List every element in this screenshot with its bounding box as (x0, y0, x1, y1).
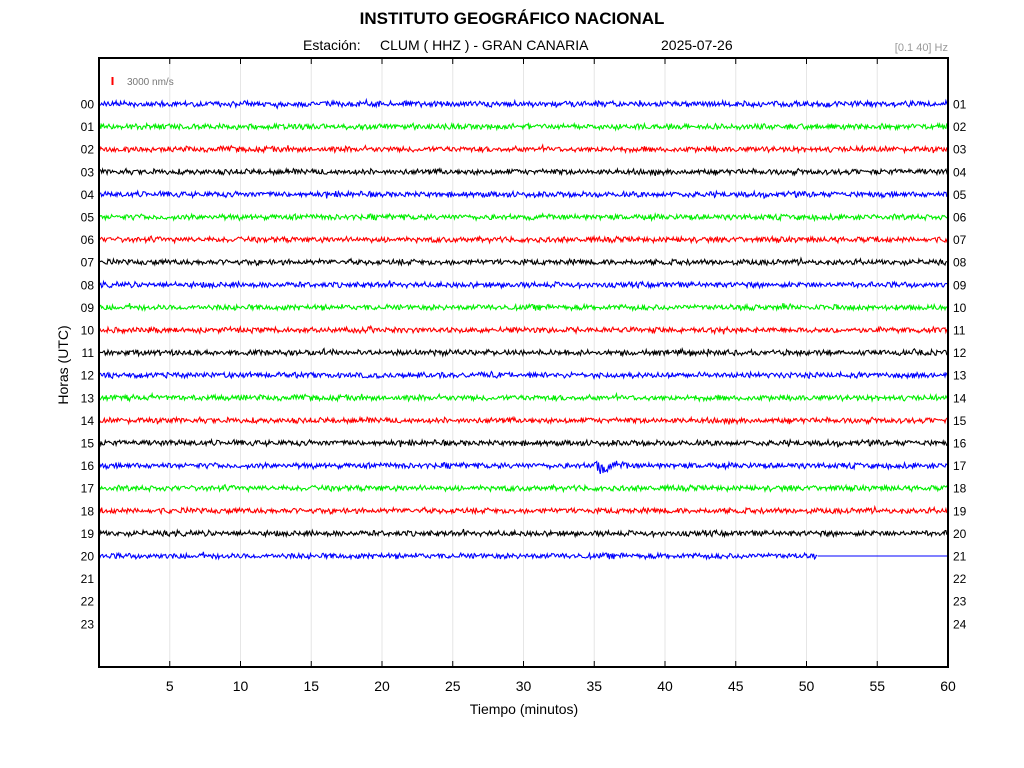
y-tick-label-right: 03 (953, 143, 967, 157)
y-tick-label-left: 01 (81, 120, 95, 134)
y-tick-label-left: 23 (81, 617, 95, 631)
amplitude-scale: 3000 nm/s (111, 77, 174, 88)
x-tick-label: 30 (516, 678, 532, 694)
y-tick-label-left: 05 (81, 211, 95, 225)
y-tick-label-right: 08 (953, 256, 967, 270)
x-tick-label: 35 (586, 678, 602, 694)
y-axis-label: Horas (UTC) (55, 325, 71, 404)
y-tick-label-left: 15 (81, 437, 95, 451)
y-tick-label-right: 22 (953, 572, 967, 586)
y-tick-label-right: 05 (953, 188, 967, 202)
y-tick-label-left: 02 (81, 143, 95, 157)
trace-19 (98, 528, 948, 539)
y-tick-label-left: 08 (81, 278, 95, 292)
y-tick-label-left: 06 (81, 233, 95, 247)
trace-20 (98, 551, 818, 561)
y-tick-label-left: 11 (82, 346, 95, 360)
y-tick-label-left: 03 (81, 165, 95, 179)
x-tick-label: 45 (728, 678, 744, 694)
scale-marker (111, 77, 114, 85)
y-tick-label-left: 18 (81, 504, 95, 518)
trace-07 (98, 256, 949, 267)
y-tick-label-right: 15 (953, 414, 967, 428)
y-tick-label-left: 17 (81, 482, 95, 496)
y-tick-label-left: 04 (81, 188, 95, 202)
station-name: CLUM ( HHZ ) - GRAN CANARIA (380, 37, 589, 53)
trace-14 (98, 415, 949, 426)
trace-18 (98, 504, 948, 516)
trace-05 (98, 211, 949, 223)
x-tick-label: 25 (445, 678, 461, 694)
y-tick-label-left: 14 (81, 414, 95, 428)
grid (169, 58, 878, 667)
x-axis-label: Tiempo (minutos) (470, 701, 578, 717)
y-tick-label-left: 13 (81, 391, 95, 405)
trace-09 (98, 302, 949, 313)
trace-11 (98, 346, 948, 358)
trace-17 (98, 483, 949, 494)
trace-00 (98, 97, 949, 110)
station-label: Estación: (303, 37, 361, 53)
y-tick-label-right: 17 (953, 459, 967, 473)
x-tick-label: 40 (657, 678, 673, 694)
y-tick-label-right: 11 (953, 324, 966, 338)
y-tick-label-left: 07 (81, 256, 95, 270)
y-tick-label-left: 20 (81, 550, 95, 564)
y-tick-label-right: 09 (953, 278, 967, 292)
y-tick-label-right: 04 (953, 165, 967, 179)
y-tick-label-right: 14 (953, 391, 967, 405)
y-tick-label-right: 13 (953, 369, 967, 383)
x-tick-label: 50 (799, 678, 815, 694)
y-tick-label-left: 19 (81, 527, 95, 541)
trace-13 (98, 391, 949, 403)
y-tick-label-left: 12 (81, 369, 95, 383)
x-tick-label: 5 (166, 678, 174, 694)
trace-01 (98, 121, 949, 132)
y-tick-label-left: 22 (81, 595, 95, 609)
y-tick-label-right: 16 (953, 437, 967, 451)
y-tick-label-right: 10 (953, 301, 967, 315)
trace-16 (98, 460, 949, 475)
y-tick-label-left: 16 (81, 459, 95, 473)
y-tick-label-right: 01 (953, 98, 967, 112)
y-tick-label-right: 02 (953, 120, 967, 134)
scale-label: 3000 nm/s (127, 77, 174, 88)
x-tick-label: 55 (869, 678, 885, 694)
filter-band: [0.1 40] Hz (894, 42, 948, 54)
trace-15 (98, 437, 948, 448)
y-tick-label-right: 18 (953, 482, 967, 496)
page-title: INSTITUTO GEOGRÁFICO NACIONAL (359, 9, 665, 28)
trace-10 (98, 324, 949, 336)
y-tick-label-right: 20 (953, 527, 967, 541)
y-tick-label-left: 09 (81, 301, 95, 315)
trace-06 (98, 234, 949, 245)
x-axis: 5 10 15 20 25 30 35 40 45 50 55 60 (166, 58, 956, 694)
y-tick-label-right: 19 (953, 504, 967, 518)
y-tick-label-right: 12 (953, 346, 967, 360)
y-tick-label-right: 21 (953, 550, 967, 564)
x-tick-label: 15 (303, 678, 319, 694)
trace-04 (98, 189, 948, 200)
trace-03 (98, 167, 949, 177)
seismic-traces (98, 97, 949, 561)
trace-08 (98, 279, 949, 290)
y-axis: 00 01 01 02 02 03 03 04 04 05 05 06 06 07 07 08 08 09 09 10… (81, 98, 967, 632)
x-tick-label: 10 (233, 678, 249, 694)
x-tick-label: 60 (940, 678, 956, 694)
trace-12 (98, 370, 949, 380)
trace-02 (98, 143, 949, 155)
y-tick-label-right: 06 (953, 211, 967, 225)
y-tick-label-right: 07 (953, 233, 967, 247)
y-tick-label-left: 00 (81, 98, 95, 112)
record-date: 2025-07-26 (661, 37, 733, 53)
y-tick-label-left: 21 (81, 572, 95, 586)
y-tick-label-left: 10 (81, 324, 95, 338)
x-tick-label: 20 (374, 678, 390, 694)
y-tick-label-right: 24 (953, 617, 967, 631)
y-tick-label-right: 23 (953, 595, 967, 609)
